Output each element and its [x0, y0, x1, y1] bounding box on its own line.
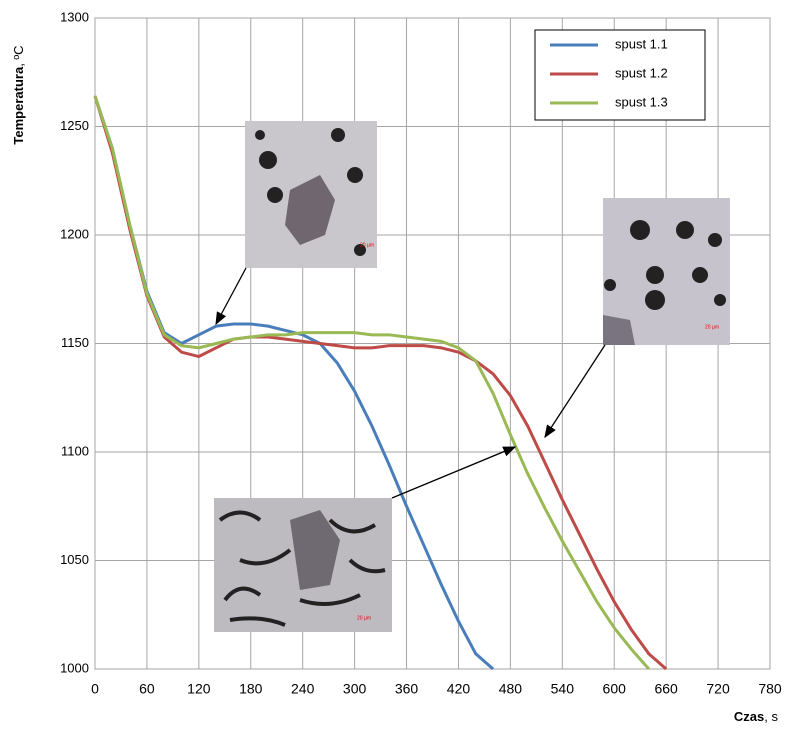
x-tick-label: 720 — [706, 681, 730, 697]
x-tick-label: 540 — [551, 681, 575, 697]
scale-bar: 20 µm — [357, 615, 371, 621]
y-axis-unit: , ºC — [11, 45, 26, 66]
series-line — [93, 95, 650, 670]
y-tick-label: 1050 — [60, 552, 89, 567]
x-tick-label: 420 — [447, 681, 471, 697]
x-tick-label: 240 — [291, 681, 315, 697]
x-tick-label: 300 — [343, 681, 367, 697]
y-tick-label: 1000 — [60, 660, 89, 675]
x-tick-label: 60 — [139, 681, 155, 697]
x-tick-label: 660 — [654, 681, 678, 697]
y-tick-label: 1150 — [61, 335, 89, 350]
x-tick-label: 0 — [91, 681, 99, 697]
legend-label: spust 1.2 — [615, 65, 668, 80]
y-tick-label: 1200 — [60, 226, 89, 241]
x-tick-label: 600 — [603, 681, 627, 697]
x-tick-label: 180 — [239, 681, 263, 697]
arrow — [215, 267, 606, 499]
y-tick-label: 1100 — [61, 443, 89, 458]
micrograph: 20 µm — [214, 498, 392, 632]
x-tick-label: 120 — [187, 681, 211, 697]
x-axis-label: Czas, s — [734, 709, 779, 724]
x-axis-label: Czas — [734, 709, 764, 724]
series-line — [93, 95, 668, 671]
x-tick-label: 360 — [395, 681, 419, 697]
x-tick-label: 480 — [499, 681, 523, 697]
y-axis-label: Temperatura, ºC — [11, 45, 26, 144]
x-axis-unit: , s — [764, 709, 778, 724]
legend-label: spust 1.3 — [615, 94, 668, 109]
y-tick-label: 1300 — [60, 9, 89, 24]
scale-bar: 20 µm — [360, 242, 374, 248]
x-tick-label: 780 — [758, 681, 782, 697]
micrograph: 20 µm — [603, 198, 730, 345]
legend-label: spust 1.1 — [615, 36, 668, 51]
scale-bar: 20 µm — [705, 324, 719, 330]
micrograph: 20 µm — [245, 121, 377, 268]
y-axis-label: Temperatura — [11, 66, 26, 145]
y-tick-label: 1250 — [60, 118, 89, 133]
